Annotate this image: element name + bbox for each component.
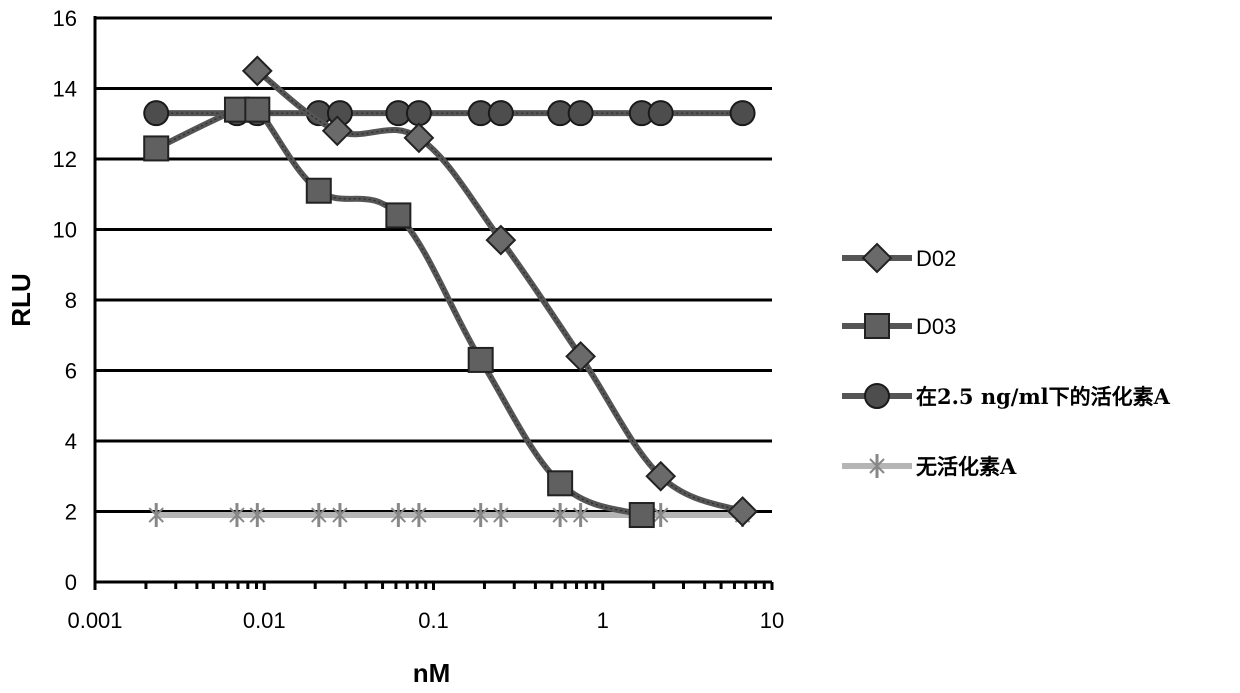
data-point <box>407 101 431 125</box>
legend: D02 D03 在2.5 ng/ml下的活化素A 无活化素A <box>842 244 1171 479</box>
x-tick-label: 1 <box>597 608 609 633</box>
y-tick-label: 0 <box>65 570 77 595</box>
data-point <box>548 471 572 495</box>
legend-item: 在2.5 ng/ml下的活化素A <box>842 384 1171 409</box>
legend-label: D03 <box>916 314 956 339</box>
data-point <box>569 101 593 125</box>
x-tick-label: 10 <box>760 608 784 633</box>
y-tick-label: 4 <box>65 429 77 454</box>
y-tick-label: 6 <box>65 359 77 384</box>
data-point <box>144 101 168 125</box>
y-tick-label: 16 <box>53 6 77 31</box>
data-point <box>489 101 513 125</box>
legend-label: 无活化素A <box>916 454 1017 479</box>
series-2 <box>144 98 654 527</box>
axes: 0 2 4 6 8 10 12 14 16 0.001 0.01 0.1 1 10 <box>53 6 785 633</box>
legend-label: D02 <box>916 246 956 271</box>
x-axis-title: nM <box>413 658 451 688</box>
y-tick-label: 14 <box>53 77 77 102</box>
y-tick-label: 8 <box>65 288 77 313</box>
series-line-texture <box>156 101 642 515</box>
data-point <box>245 98 269 122</box>
x-tick-label: 0.1 <box>418 608 449 633</box>
legend-item: 无活化素A <box>842 454 1017 479</box>
y-axis-title: RLU <box>6 273 36 326</box>
x-tick-label: 0.001 <box>67 608 122 633</box>
legend-marker <box>863 244 891 272</box>
y-tick-label: 2 <box>65 500 77 525</box>
data-point <box>630 503 654 527</box>
legend-label: 在2.5 ng/ml下的活化素A <box>916 384 1171 409</box>
legend-item: D02 <box>842 244 956 272</box>
x-tick-label: 0.01 <box>243 608 286 633</box>
legend-item: D03 <box>842 314 956 339</box>
data-point <box>731 101 755 125</box>
y-tick-label: 10 <box>53 218 77 243</box>
legend-marker <box>865 314 889 338</box>
data-point <box>386 203 410 227</box>
series-line <box>156 101 642 515</box>
data-point <box>469 348 493 372</box>
series-group <box>144 57 756 527</box>
data-point <box>649 101 673 125</box>
series-1 <box>243 57 756 526</box>
legend-marker <box>865 384 889 408</box>
y-tick-label: 12 <box>53 147 77 172</box>
data-point <box>144 136 168 160</box>
data-point <box>307 179 331 203</box>
data-point <box>729 498 757 526</box>
series-4 <box>149 503 749 527</box>
